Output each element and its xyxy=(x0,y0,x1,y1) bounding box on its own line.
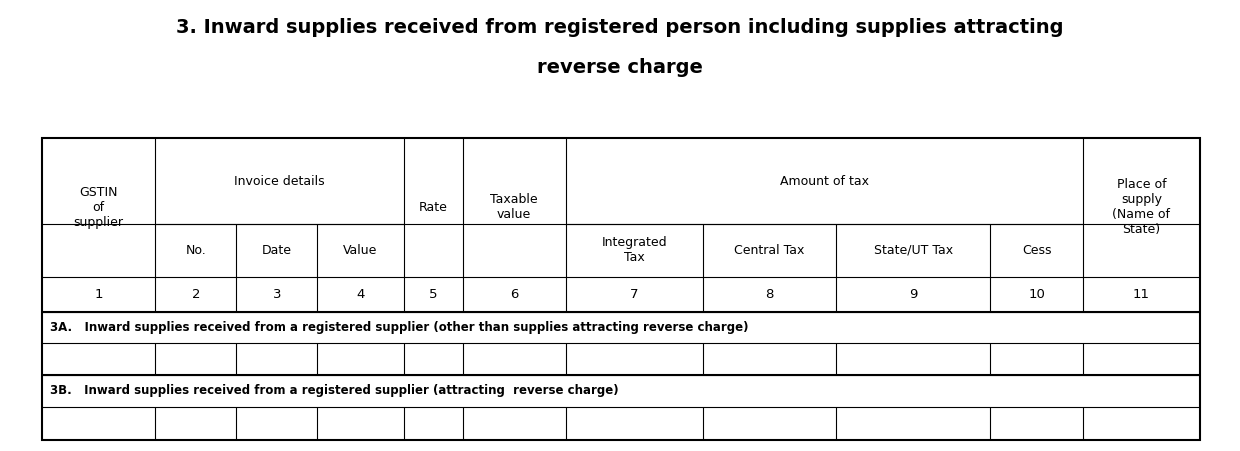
Text: 4: 4 xyxy=(356,288,365,301)
Text: 3B.   Inward supplies received from a registered supplier (attracting  reverse c: 3B. Inward supplies received from a regi… xyxy=(50,384,619,397)
Text: 5: 5 xyxy=(429,288,438,301)
Text: 10: 10 xyxy=(1028,288,1045,301)
Text: 8: 8 xyxy=(765,288,774,301)
Text: reverse charge: reverse charge xyxy=(537,58,703,77)
Text: No.: No. xyxy=(186,244,206,257)
Text: State/UT Tax: State/UT Tax xyxy=(873,244,952,257)
Text: 3: 3 xyxy=(273,288,281,301)
Text: Central Tax: Central Tax xyxy=(734,244,805,257)
Text: 9: 9 xyxy=(909,288,918,301)
Text: Place of
supply
(Name of
State): Place of supply (Name of State) xyxy=(1112,179,1171,236)
Text: 7: 7 xyxy=(630,288,639,301)
Text: 2: 2 xyxy=(191,288,200,301)
Text: Taxable
value: Taxable value xyxy=(490,193,538,221)
Text: 1: 1 xyxy=(94,288,103,301)
Text: 11: 11 xyxy=(1133,288,1149,301)
Text: Cess: Cess xyxy=(1022,244,1052,257)
Text: Rate: Rate xyxy=(419,201,448,214)
Text: Value: Value xyxy=(343,244,378,257)
Bar xyxy=(42,138,1200,440)
Text: GSTIN
of
supplier: GSTIN of supplier xyxy=(73,186,124,229)
Text: 3A.   Inward supplies received from a registered supplier (other than supplies a: 3A. Inward supplies received from a regi… xyxy=(50,321,749,334)
Text: Integrated
Tax: Integrated Tax xyxy=(601,236,667,264)
Text: 3. Inward supplies received from registered person including supplies attracting: 3. Inward supplies received from registe… xyxy=(176,18,1064,37)
Text: Amount of tax: Amount of tax xyxy=(780,175,869,188)
Text: Date: Date xyxy=(262,244,291,257)
Text: 6: 6 xyxy=(510,288,518,301)
Text: Invoice details: Invoice details xyxy=(234,175,325,188)
